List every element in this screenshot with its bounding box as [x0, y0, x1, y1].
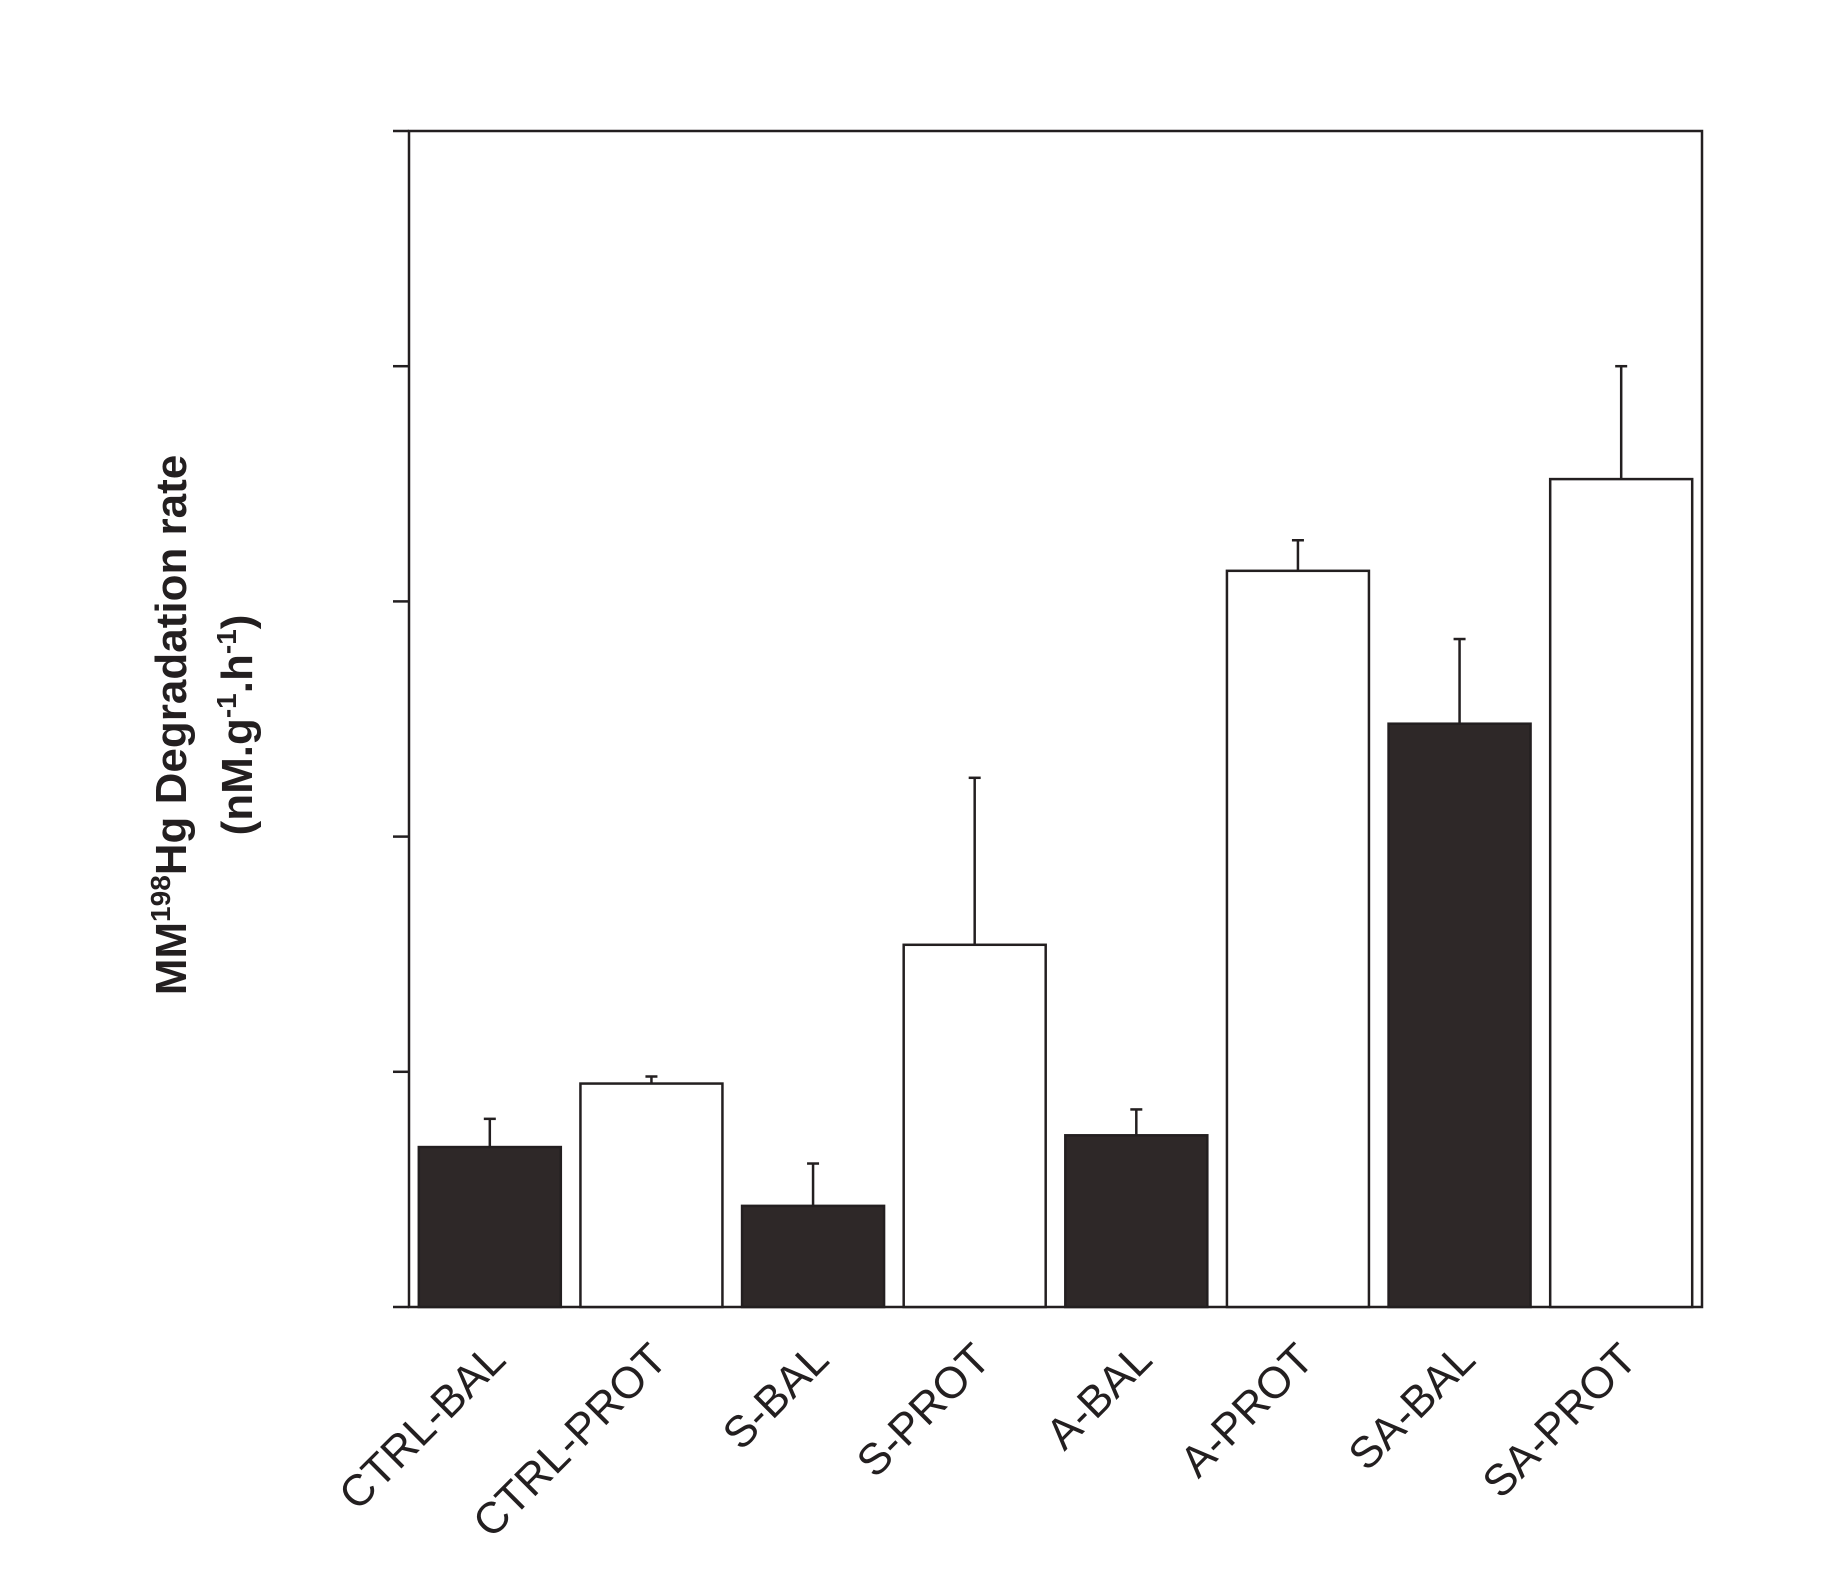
- bar-a-bal: [1064, 1134, 1209, 1309]
- y-axis-title-line2: (nM.g-1.h-1): [211, 615, 262, 836]
- y-axis-title-line1: MM198Hg Degradation rate: [145, 455, 196, 996]
- bar-ctrl-bal: [417, 1145, 563, 1309]
- x-tick-label-sa-bal: SA-BAL: [1339, 1334, 1484, 1479]
- plot-frame: [407, 129, 1704, 1309]
- bar-a-prot: [1225, 569, 1371, 1309]
- bar-s-prot: [902, 943, 1047, 1309]
- x-tick-label-s-prot: S-PROT: [848, 1334, 1000, 1486]
- bars-group: [417, 477, 1694, 1309]
- bar-s-bal: [740, 1204, 886, 1309]
- error-bars-group: [483, 364, 1628, 1206]
- plot-area-border: [407, 129, 1704, 1309]
- x-tick-label-a-bal: A-BAL: [1037, 1334, 1162, 1459]
- y-axis-ticks: [393, 129, 409, 1309]
- x-tick-label-s-bal: S-BAL: [714, 1334, 839, 1459]
- bar-sa-bal: [1387, 722, 1532, 1309]
- bar-sa-prot: [1548, 477, 1694, 1309]
- bar-ctrl-prot: [579, 1082, 724, 1309]
- x-tick-label-sa-prot: SA-PROT: [1473, 1334, 1646, 1507]
- x-tick-label-a-prot: A-PROT: [1171, 1334, 1323, 1486]
